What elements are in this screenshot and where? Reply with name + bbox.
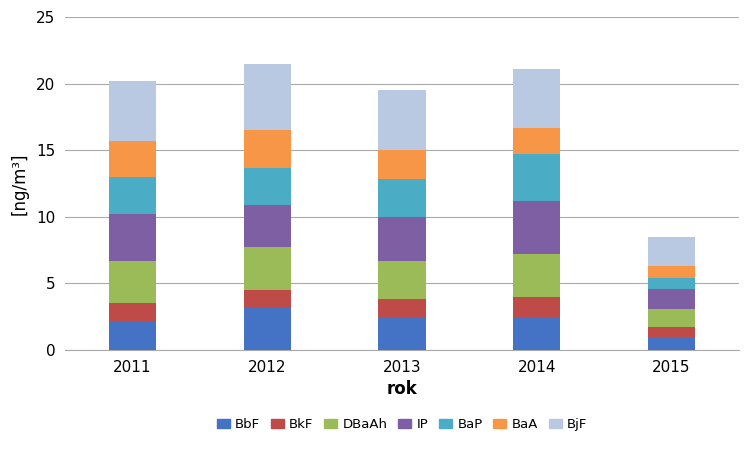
Bar — [109, 303, 156, 320]
Bar — [378, 90, 425, 150]
Bar — [109, 177, 156, 214]
Bar — [244, 130, 291, 167]
Bar — [648, 327, 695, 337]
Bar — [378, 299, 425, 316]
Bar — [378, 180, 425, 217]
Bar — [648, 309, 695, 327]
Bar — [648, 278, 695, 288]
Legend: BbF, BkF, DBaAh, IP, BaP, BaA, BjF: BbF, BkF, DBaAh, IP, BaP, BaA, BjF — [211, 413, 592, 436]
Bar — [109, 320, 156, 350]
Bar — [244, 205, 291, 248]
Y-axis label: [ng/m³]: [ng/m³] — [11, 152, 29, 215]
Bar — [378, 217, 425, 261]
Bar — [513, 127, 560, 154]
Bar — [109, 261, 156, 303]
Bar — [244, 307, 291, 350]
Bar — [244, 290, 291, 307]
Bar — [513, 154, 560, 201]
Bar — [648, 266, 695, 278]
Bar — [244, 248, 291, 290]
Bar — [648, 337, 695, 350]
Bar — [513, 297, 560, 316]
Bar — [648, 288, 695, 309]
Bar — [513, 316, 560, 350]
Bar — [109, 141, 156, 177]
Bar — [513, 69, 560, 127]
Bar — [378, 261, 425, 299]
Bar — [513, 254, 560, 297]
Bar — [244, 167, 291, 205]
Bar — [648, 237, 695, 266]
Bar — [378, 316, 425, 350]
Bar — [244, 64, 291, 130]
Bar — [378, 150, 425, 180]
Bar — [109, 214, 156, 261]
Bar — [513, 201, 560, 254]
X-axis label: rok: rok — [386, 380, 417, 398]
Bar — [109, 81, 156, 141]
